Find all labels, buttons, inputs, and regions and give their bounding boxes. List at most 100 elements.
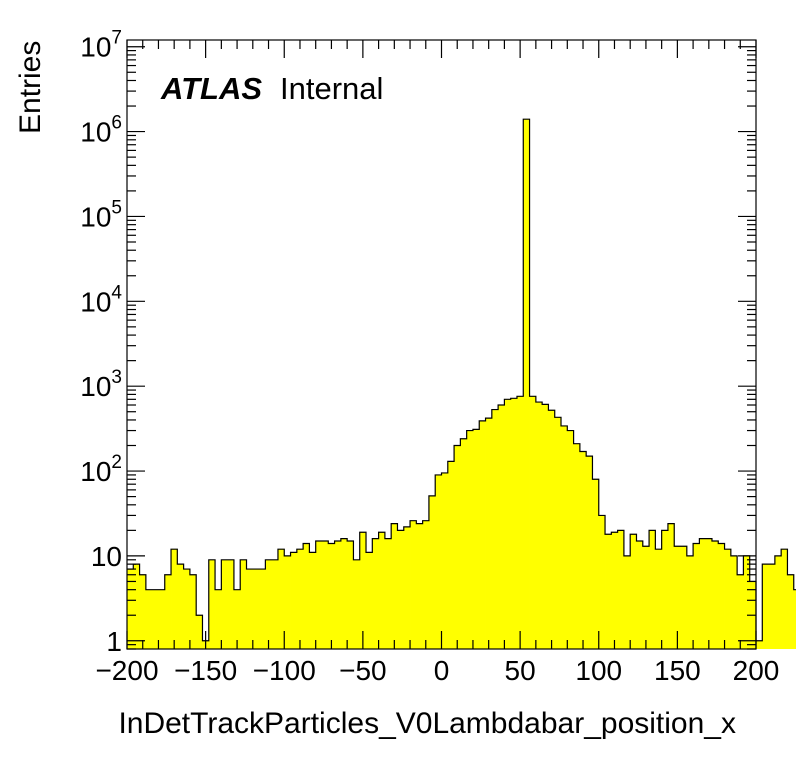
histogram-bin (737, 574, 744, 649)
histogram-bin (196, 615, 203, 649)
x-axis-label: InDetTrackParticles_V0Lambdabar_position… (118, 707, 736, 740)
histogram-bin (516, 396, 524, 649)
histogram-bin (139, 574, 147, 649)
histogram-bin (397, 530, 405, 649)
histogram-bin (756, 640, 763, 649)
histogram-bin (498, 405, 505, 649)
histogram-bin (479, 420, 486, 649)
histogram-bin (145, 589, 153, 649)
histogram-bin (674, 546, 681, 649)
histogram-bin (290, 552, 298, 649)
x-tick-label: −150 (174, 655, 237, 686)
histogram-bin (240, 559, 247, 649)
histogram-bin (252, 569, 260, 649)
histogram-bin (605, 534, 612, 649)
histogram-bin (793, 589, 796, 649)
histogram-bin (384, 538, 392, 649)
y-tick-label: 103 (80, 367, 122, 402)
histogram-bin (227, 559, 235, 649)
histogram-bin (265, 559, 273, 649)
histogram-bin (787, 574, 795, 649)
x-tick-label: −200 (95, 655, 158, 686)
histogram-bin (623, 555, 631, 649)
histogram-bin (259, 569, 266, 649)
x-tick-labels: −200 −150 −100 −50 0 50 100 150 200 (95, 655, 779, 686)
histogram-bin (705, 538, 713, 649)
histogram-bin (460, 438, 468, 649)
histogram-bin (309, 552, 317, 649)
y-tick-label: 104 (80, 282, 122, 317)
histogram-bin (441, 472, 449, 649)
x-tick-label: 0 (434, 655, 450, 686)
histogram-bin (667, 523, 675, 649)
histogram-bin (617, 530, 625, 649)
histogram-bin (158, 589, 166, 649)
histogram-bin (315, 540, 323, 649)
histogram-bin (649, 530, 656, 649)
y-tick-label: 10 (91, 541, 122, 572)
histogram-bars (127, 119, 796, 650)
histogram-bin (548, 410, 556, 649)
histogram-bin (774, 555, 782, 649)
histogram-bin (189, 574, 197, 649)
histogram-bin (529, 396, 537, 649)
histogram-bin (233, 589, 241, 649)
x-tick-label: −100 (253, 655, 316, 686)
histogram-bin (410, 520, 417, 649)
y-axis-label: Entries (14, 41, 47, 134)
histogram-bin (655, 549, 663, 649)
histogram-bin (321, 540, 329, 649)
histogram-bin (561, 425, 568, 649)
histogram-bin (164, 574, 172, 649)
histogram-bin (567, 430, 574, 649)
y-tick-label: 1 (106, 626, 122, 657)
histogram-bin (353, 559, 361, 649)
histogram-bin (523, 119, 530, 650)
histogram-bin (535, 402, 543, 649)
histogram-bin (378, 532, 386, 649)
histogram-bin (661, 530, 669, 649)
atlas-bold-label: ATLAS (160, 71, 262, 106)
histogram-bin (347, 540, 354, 649)
histogram-bin (579, 451, 587, 649)
histogram-bin (472, 429, 480, 649)
histogram-bin (303, 543, 310, 649)
histogram-bin (592, 479, 600, 649)
histogram-bin (768, 564, 776, 649)
histogram-bin (554, 417, 562, 649)
y-tick-label: 106 (80, 113, 122, 148)
histogram-bin (491, 409, 499, 649)
histogram-bin (542, 404, 549, 649)
histogram-bin (711, 540, 719, 649)
x-tick-label: −50 (339, 655, 387, 686)
histogram-bin (372, 538, 379, 649)
histogram-bin (611, 532, 619, 649)
histogram-bin (416, 523, 424, 649)
histogram-bin (215, 589, 222, 649)
histogram-bin (586, 456, 593, 649)
histogram-bin (485, 418, 493, 649)
histogram-bin (730, 555, 738, 649)
histogram-bin (171, 549, 178, 649)
histogram-bin (152, 589, 159, 649)
histogram-bin (642, 546, 650, 649)
histogram-bin (510, 398, 518, 649)
histogram-bin (573, 443, 581, 649)
histogram-bin (359, 532, 367, 649)
histogram-bin (718, 543, 725, 649)
histogram-bin (296, 549, 304, 649)
y-tick-label: 107 (80, 28, 122, 63)
histogram-bin (340, 538, 348, 649)
histogram-bin (246, 569, 254, 649)
histogram-bin (183, 569, 191, 649)
histogram-bin (284, 555, 291, 649)
histogram-bin (366, 552, 373, 649)
histogram-bin (636, 540, 644, 649)
histogram-bin (177, 564, 185, 649)
axis-ticks (126, 40, 757, 650)
histogram-bin (693, 543, 700, 649)
histogram-bin (743, 555, 751, 649)
histogram-bin (133, 564, 140, 649)
histogram-bin (428, 495, 436, 649)
histogram-bin (221, 559, 229, 649)
